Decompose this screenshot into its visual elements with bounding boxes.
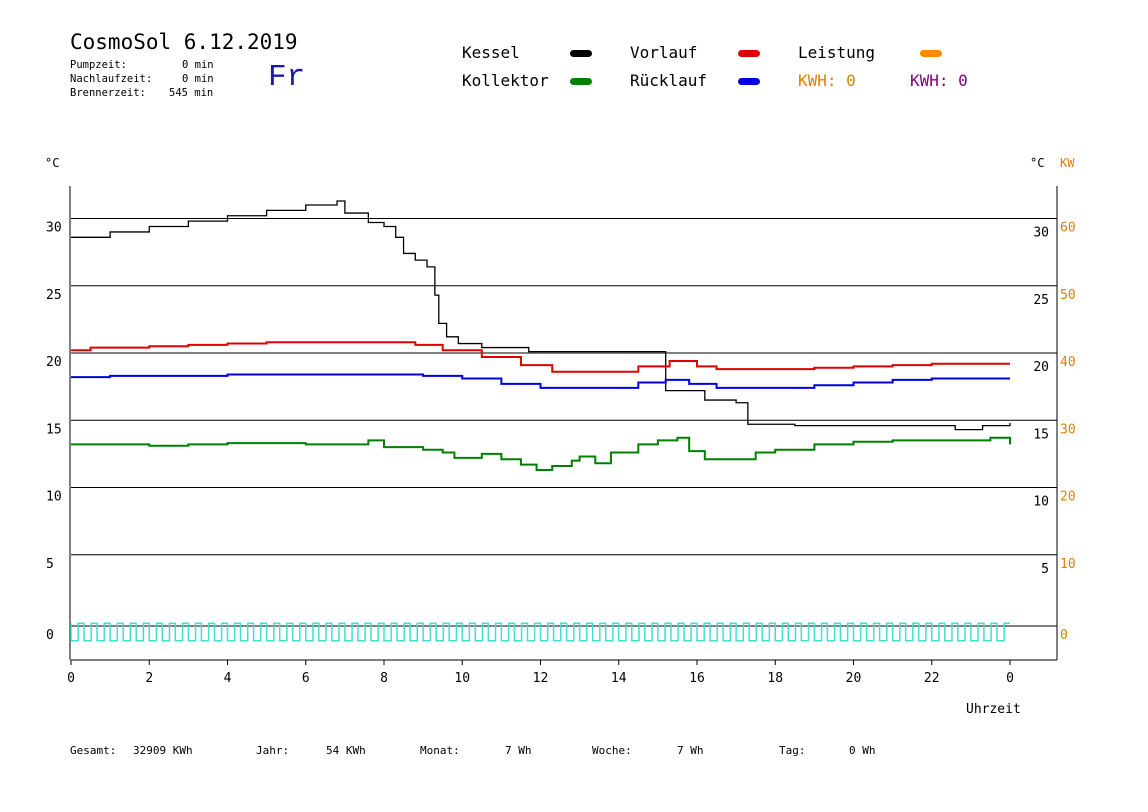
series-vorlauf <box>71 341 1010 373</box>
footer-woche-label: Woche: <box>592 744 632 757</box>
footer-monat-label: Monat: <box>420 744 460 757</box>
legend-ruecklauf-swatch <box>738 78 760 85</box>
footer-tag-label: Tag: <box>779 744 806 757</box>
kw-tick-label: 30 <box>1060 422 1076 437</box>
pump-time-value: 0 min <box>182 59 214 71</box>
x-tick-label: 6 <box>302 671 310 686</box>
y2-tick-label: 20 <box>1033 360 1049 375</box>
footer-gesamt-label: Gesamt: <box>70 744 117 757</box>
legend-leistung-swatch <box>920 50 942 57</box>
legend-vorlauf-label: Vorlauf <box>630 43 698 62</box>
brenner-time-value: 545 min <box>169 87 214 99</box>
series-ruecklauf <box>71 373 1010 389</box>
y2-tick-label: 30 <box>1033 226 1049 241</box>
footer-woche-value: 7 Wh <box>677 744 704 757</box>
kw-tick-label: 20 <box>1060 490 1076 505</box>
x-tick-label: 2 <box>145 671 153 686</box>
y-tick-label: 25 <box>46 288 62 303</box>
footer-monat-value: 7 Wh <box>505 744 532 757</box>
weekday-label: Fr <box>268 60 306 95</box>
kw-tick-label: 50 <box>1060 288 1076 303</box>
pump-time-label: Pumpzeit: <box>70 59 127 71</box>
brenner-time-label: Brennerzeit: <box>70 87 146 99</box>
legend-kwh-orange: KWH: 0 <box>798 71 856 90</box>
kw-tick-label: 10 <box>1060 557 1076 572</box>
kw-tick-label: 0 <box>1060 628 1068 643</box>
x-tick-label: 22 <box>924 671 940 686</box>
kw-tick-label: 60 <box>1060 221 1076 236</box>
legend-vorlauf-swatch <box>738 50 760 57</box>
footer-jahr-value: 54 KWh <box>326 744 366 757</box>
x-tick-label: 0 <box>1006 671 1014 686</box>
footer-jahr-label: Jahr: <box>256 744 290 757</box>
y2-tick-label: 10 <box>1033 495 1049 510</box>
x-tick-label: 0 <box>67 671 75 686</box>
chart-title: CosmoSol 6.12.2019 <box>70 30 298 54</box>
x-tick-label: 18 <box>767 671 783 686</box>
x-tick-label: 10 <box>454 671 470 686</box>
y-tick-label: 20 <box>46 355 62 370</box>
legend-ruecklauf-label: Rücklauf <box>630 71 708 90</box>
legend-kessel-swatch <box>570 50 592 57</box>
x-axis-label: Uhrzeit <box>966 702 1021 717</box>
y-tick-label: 10 <box>46 490 62 505</box>
footer-gesamt-value: 32909 KWh <box>133 744 193 757</box>
y-tick-label: 15 <box>46 422 62 437</box>
legend-kollektor-swatch <box>570 78 592 85</box>
y2-tick-label: 5 <box>1041 562 1049 577</box>
x-tick-label: 16 <box>689 671 705 686</box>
kw-tick-label: 40 <box>1060 355 1076 370</box>
y-tick-label: 5 <box>46 557 54 572</box>
left-unit-label: °C <box>45 156 60 170</box>
y-tick-label: 0 <box>46 628 54 643</box>
footer-tag-value: 0 Wh <box>849 744 876 757</box>
x-tick-label: 20 <box>846 671 862 686</box>
series-kollektor <box>71 436 1011 471</box>
series-pump <box>70 622 1010 642</box>
legend-kessel-label: Kessel <box>462 43 520 62</box>
series-kessel <box>71 200 1011 431</box>
y2-tick-label: 15 <box>1033 427 1049 442</box>
nachlauf-time-label: Nachlaufzeit: <box>70 73 153 85</box>
x-tick-label: 4 <box>224 671 232 686</box>
legend-leistung-label: Leistung <box>798 43 876 62</box>
y-tick-label: 30 <box>46 221 62 236</box>
legend-kollektor-label: Kollektor <box>462 71 549 90</box>
legend-kwh-purple: KWH: 0 <box>910 71 968 90</box>
right-unit-label: °C <box>1030 156 1045 170</box>
y2-tick-label: 25 <box>1033 293 1049 308</box>
kw-unit-label: KW <box>1060 156 1075 170</box>
x-tick-label: 12 <box>533 671 549 686</box>
x-tick-label: 8 <box>380 671 388 686</box>
nachlauf-time-value: 0 min <box>182 73 214 85</box>
x-tick-label: 14 <box>611 671 627 686</box>
